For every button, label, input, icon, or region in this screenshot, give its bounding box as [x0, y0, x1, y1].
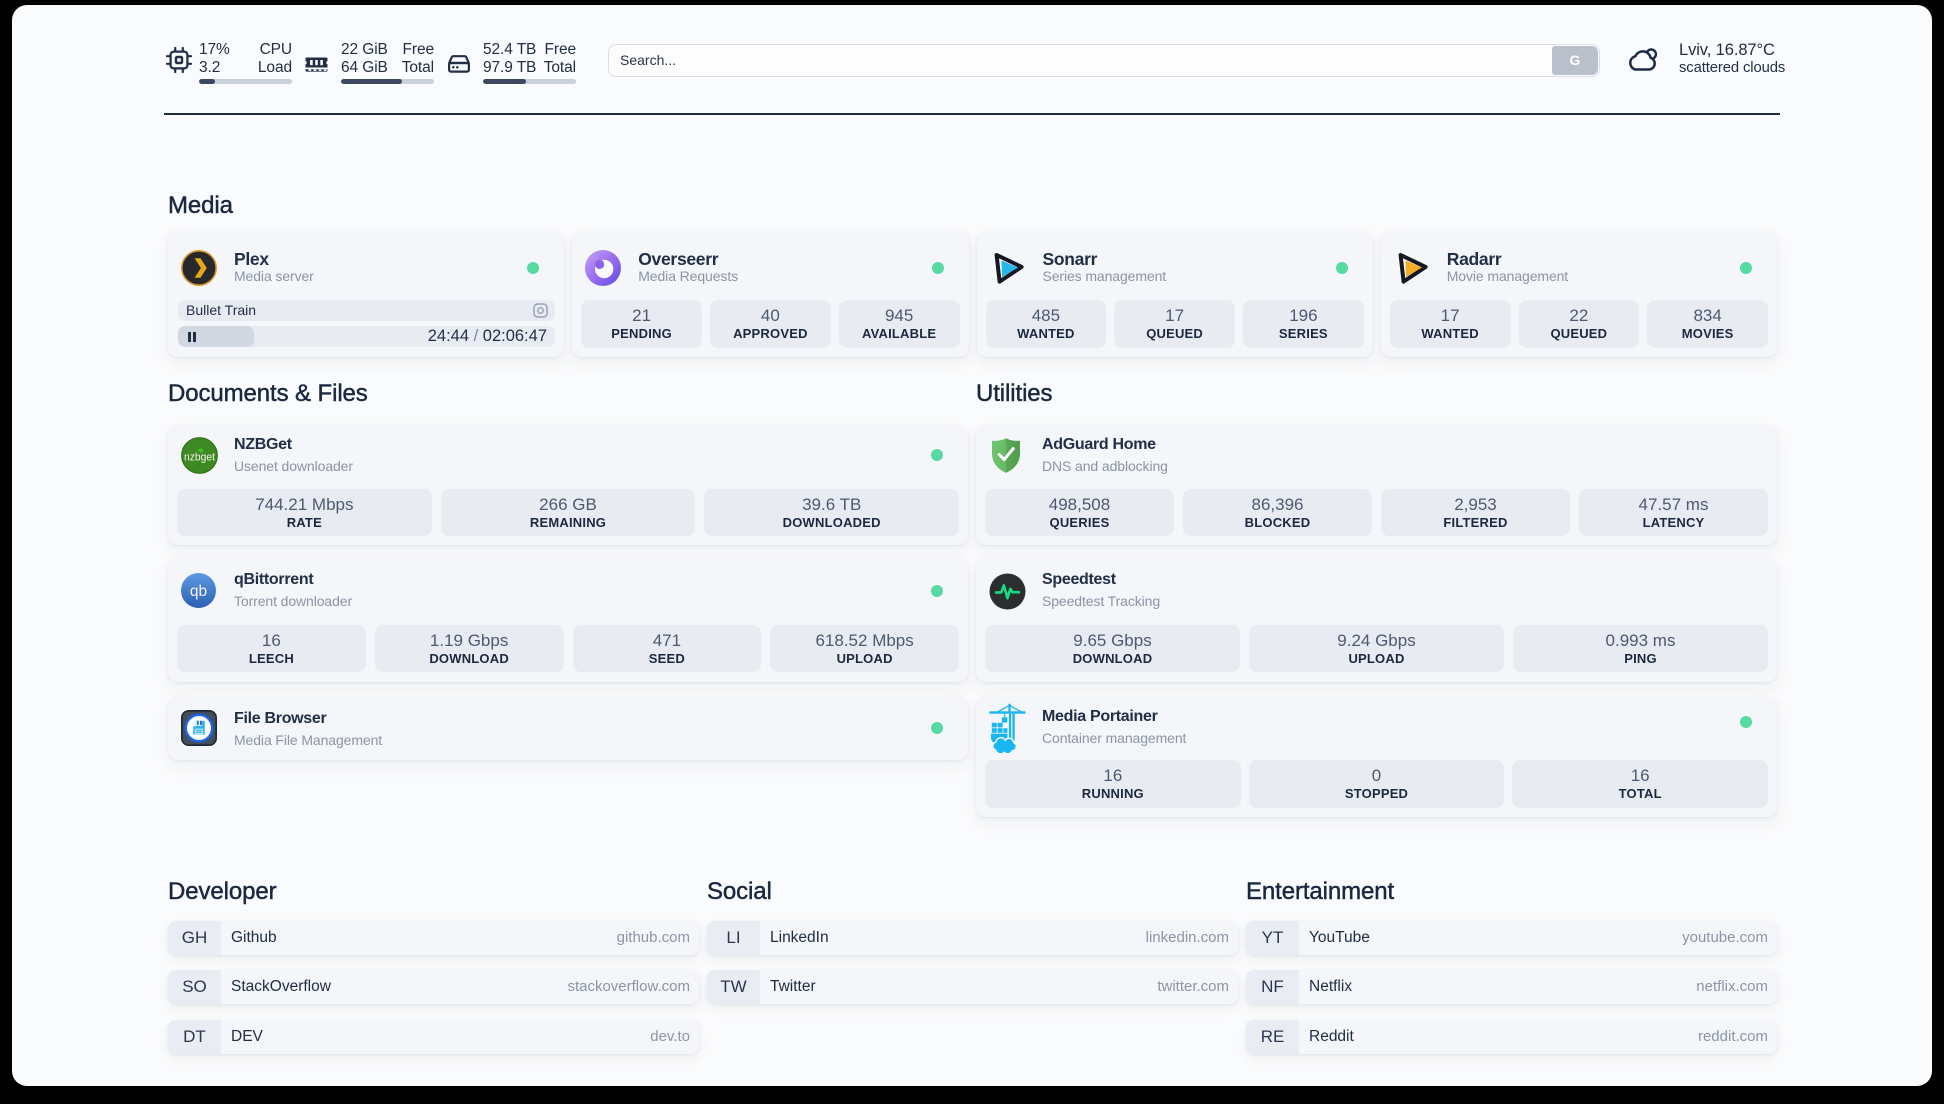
svg-text:qb: qb — [190, 583, 207, 600]
svg-text:nzbget: nzbget — [184, 452, 215, 464]
